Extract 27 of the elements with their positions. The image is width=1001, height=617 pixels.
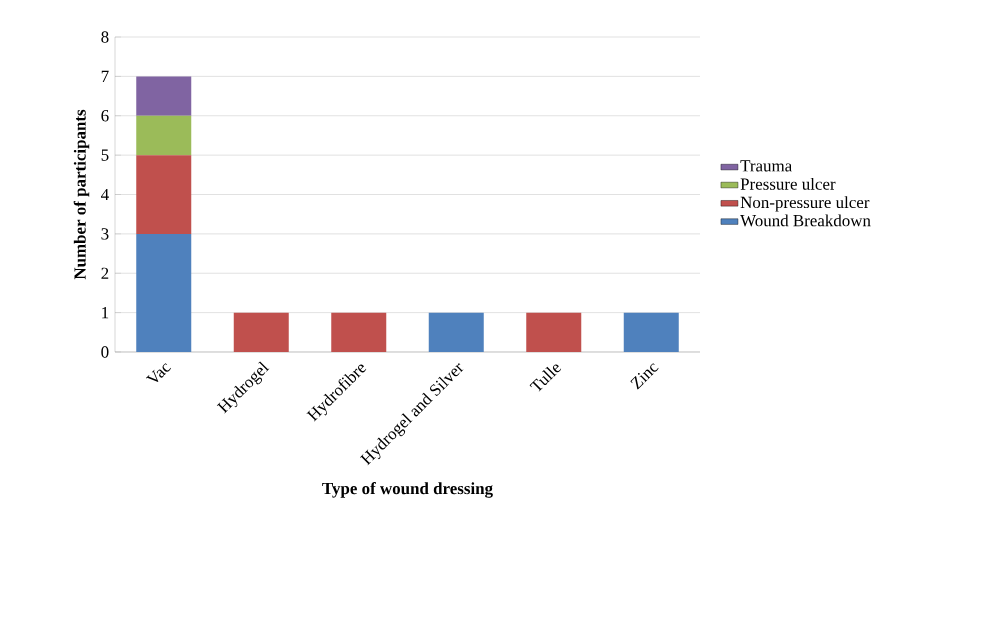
y-tick-label: 1: [102, 307, 109, 319]
x-tick-label: Vac: [145, 363, 171, 383]
y-tick-label: 3: [101, 228, 109, 240]
bar: [233, 312, 289, 352]
x-tick-label: Zinc: [630, 363, 659, 390]
legend-label: Pressure ulcer: [740, 177, 836, 190]
bar: [136, 233, 192, 352]
y-tick-label: 6: [101, 110, 109, 122]
legend-label: Trauma: [740, 160, 792, 172]
y-tick-label: 2: [101, 267, 109, 279]
legend-label: Non-pressure ulcer: [740, 196, 870, 212]
bar: [136, 76, 192, 116]
x-axis-title: Type of wound dressing: [322, 482, 493, 498]
bar: [623, 312, 679, 352]
y-tick-label: 5: [101, 149, 109, 161]
y-tick-label: 0: [101, 346, 109, 358]
bar: [136, 155, 192, 234]
bar: [526, 312, 582, 352]
y-tick-label: 4: [101, 188, 109, 201]
bar: [136, 115, 192, 156]
x-tick-label: Tulle: [529, 364, 562, 392]
y-tick-label: 7: [101, 70, 109, 82]
legend-label: Wound Breakdown: [740, 214, 871, 227]
bar: [331, 312, 387, 352]
y-axis-title: Number of participants: [73, 109, 90, 280]
y-tick-label: 8: [101, 31, 109, 43]
bar: [428, 312, 484, 352]
